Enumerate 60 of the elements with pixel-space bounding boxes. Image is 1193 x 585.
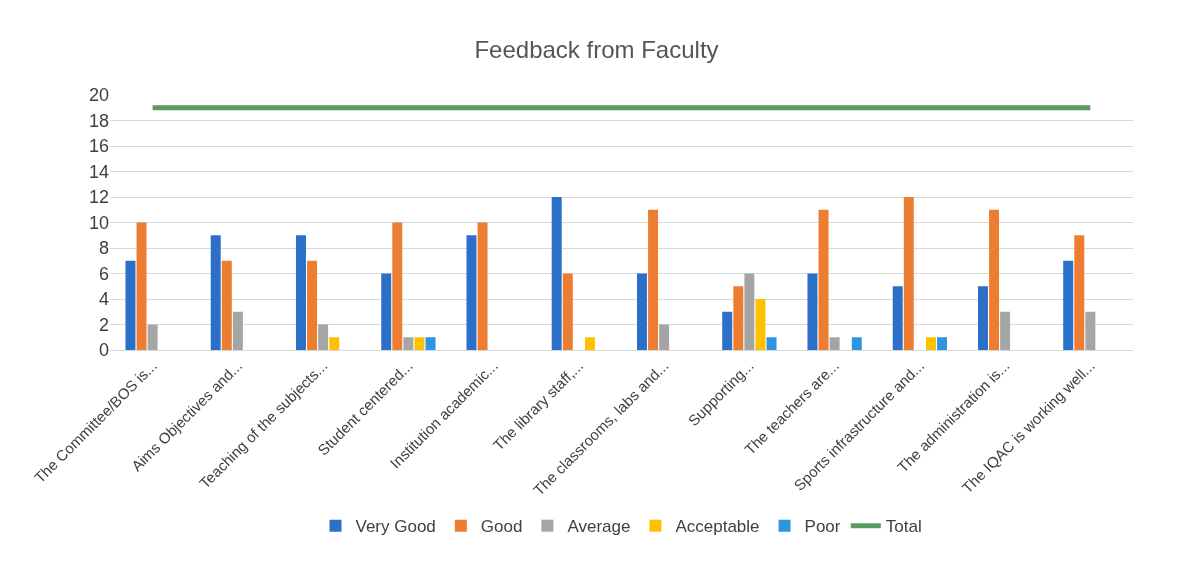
bar [381,273,392,350]
bar [659,324,670,350]
bar [989,209,1000,350]
bar [425,337,436,350]
y-tick-label: 8 [98,238,109,259]
legend-label: Poor [804,517,841,537]
y-tick-label: 18 [88,110,109,131]
y-tick-label: 20 [88,85,109,106]
bar [722,311,733,350]
bar [755,299,766,350]
bar [232,311,243,350]
bar [125,260,136,350]
bar [818,209,829,350]
y-tick-label: 12 [88,187,109,208]
bar [329,337,340,350]
bar [903,197,914,350]
bar [562,273,573,350]
bar [1074,235,1085,350]
bar [136,222,147,350]
bar [1000,311,1011,350]
bar [466,235,477,350]
bar [221,260,232,350]
bar [584,337,595,350]
bar [414,337,425,350]
bar [892,286,903,350]
y-tick-label: 16 [88,136,109,157]
bar [1085,311,1096,350]
bar [937,337,948,350]
bar [477,222,488,350]
y-tick-label: 10 [88,212,109,233]
y-tick-label: 2 [98,314,109,335]
bar [307,260,318,350]
y-tick-label: 4 [98,289,109,310]
y-tick-label: 6 [98,263,109,284]
bar [210,235,221,350]
legend-label: Acceptable [675,517,760,537]
bar [925,337,936,350]
bar [807,273,818,350]
bar [744,273,755,350]
bar [648,209,659,350]
bar [829,337,840,350]
bar [1063,260,1074,350]
bar [551,197,562,350]
chart-title: Feedback from Faculty [474,35,719,63]
bar [392,222,403,350]
legend-label: Very Good [355,517,436,537]
bar [295,235,306,350]
legend-label: Average [567,517,631,537]
bar [403,337,414,350]
y-tick-label: 0 [98,340,109,361]
y-tick-label: 14 [88,161,109,182]
legend-label: Total [885,517,922,537]
bar [733,286,744,350]
bar [318,324,329,350]
bar [766,337,777,350]
bar [851,337,862,350]
bar [636,273,647,350]
bar [977,286,988,350]
legend-label: Good [480,517,523,537]
bar [147,324,158,350]
